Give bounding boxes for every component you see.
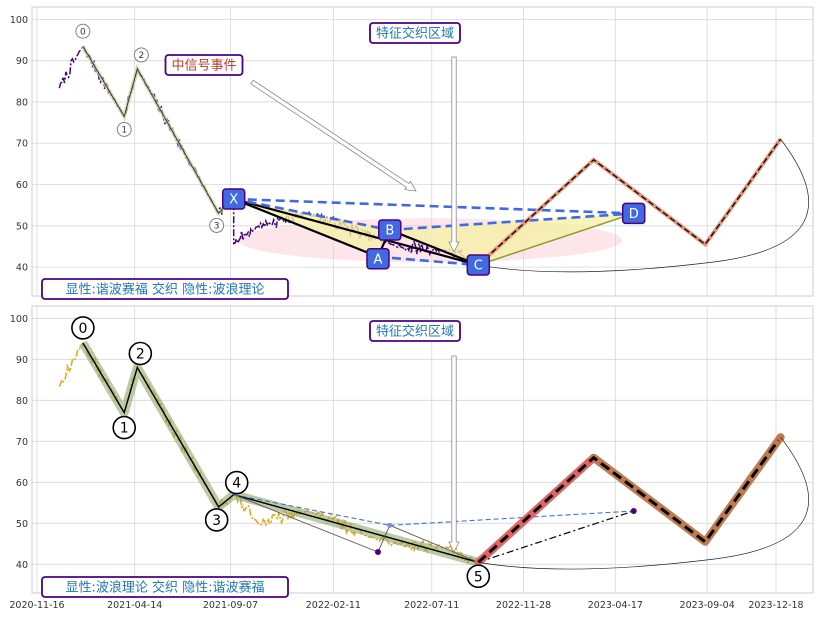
projection-arc bbox=[478, 436, 809, 570]
harmonic-leg bbox=[377, 525, 391, 553]
wave-point-marker bbox=[133, 47, 149, 63]
y-tick-label: 80 bbox=[16, 396, 28, 407]
harmonic-node-C bbox=[466, 254, 491, 276]
harmonic-leg bbox=[233, 494, 379, 553]
wave-point-label: 3 bbox=[214, 222, 220, 232]
signal-arrow bbox=[250, 79, 417, 192]
y-tick-label: 50 bbox=[16, 519, 28, 530]
x-tick-label: 2023-12-18 bbox=[748, 600, 803, 611]
projection-arc bbox=[478, 138, 809, 273]
harmonic-dashed-link bbox=[377, 255, 479, 267]
x-tick-label: 2020-11-16 bbox=[9, 600, 64, 611]
y-tick-label: 50 bbox=[16, 221, 28, 232]
x-tick-label: 2022-07-11 bbox=[404, 600, 459, 611]
wave-point-label: 5 bbox=[474, 569, 483, 585]
y-tick-label: 100 bbox=[10, 314, 28, 325]
harmonic-leg bbox=[233, 197, 479, 267]
y-tick-label: 70 bbox=[16, 139, 28, 150]
wave-point-marker bbox=[209, 217, 225, 233]
x-tick-label: 2023-09-04 bbox=[680, 600, 735, 611]
y-tick-label: 100 bbox=[10, 15, 28, 26]
wave-point-marker bbox=[204, 508, 229, 532]
x-tick-label: 2023-04-17 bbox=[588, 600, 643, 611]
harmonic-dashdot-link bbox=[478, 510, 634, 563]
wave-point-label: 1 bbox=[120, 421, 129, 437]
harmonic-leg bbox=[233, 197, 379, 258]
y-tick-label: 70 bbox=[16, 437, 28, 448]
harmonic-node-D bbox=[621, 202, 646, 225]
harmonic-node-label: C bbox=[474, 259, 483, 274]
wave-point-marker bbox=[224, 470, 249, 495]
signal-event-callout-box bbox=[164, 54, 244, 76]
y-tick-label: 80 bbox=[16, 97, 28, 108]
harmonic-marker bbox=[630, 508, 637, 514]
harmonic-node-B bbox=[378, 219, 402, 241]
harmonic-marker bbox=[387, 522, 393, 528]
zone-callout: 特征交织区域 bbox=[376, 26, 454, 42]
legend-callout: 显性:波浪理论 交织 隐性:谐波赛福 bbox=[65, 580, 264, 596]
x-tick-label: 2022-11-28 bbox=[496, 600, 551, 611]
wave-point-marker bbox=[71, 316, 95, 340]
projection-line bbox=[477, 138, 782, 266]
harmonic-node-X bbox=[221, 188, 246, 210]
zone-callout-box bbox=[369, 320, 461, 342]
signal-event-callout: 中信号事件 bbox=[171, 59, 236, 74]
harmonic-leg bbox=[389, 228, 479, 267]
projection-line bbox=[477, 436, 782, 564]
zone-arrow bbox=[448, 56, 460, 253]
x-tick-label: 2021-04-14 bbox=[107, 600, 162, 611]
harmonic-leg bbox=[389, 524, 479, 563]
wave-point-marker bbox=[112, 415, 137, 440]
wave-point-marker bbox=[128, 341, 153, 366]
harmonic-node-label: A bbox=[374, 252, 383, 267]
harmonic-dashed-link bbox=[233, 197, 391, 232]
harmonic-leg-cd bbox=[478, 212, 634, 266]
wave-point-marker bbox=[75, 23, 91, 39]
y-tick-label: 40 bbox=[16, 560, 28, 571]
wave-point-marker bbox=[116, 121, 132, 137]
harmonic-node-A bbox=[366, 248, 390, 270]
top-panel: 40 50 60 70 80 90 100 0 1 2 3 X AB C D 中信号事件 特征交织区域显性:谐波… bbox=[10, 6, 814, 300]
harmonic-marker bbox=[374, 549, 381, 555]
zone-callout-box bbox=[369, 22, 461, 44]
y-tick-label: 60 bbox=[16, 478, 28, 489]
wave-point-label: 3 bbox=[212, 513, 221, 529]
harmonic-dashed-link bbox=[389, 510, 634, 526]
legend-callout: 显性:谐波赛福 交织 隐性:波浪理论 bbox=[65, 282, 264, 298]
zone-callout: 特征交织区域 bbox=[376, 324, 454, 340]
x-tick-label: 2021-09-07 bbox=[203, 600, 258, 611]
y-tick-label: 60 bbox=[16, 180, 28, 191]
wave-point-marker bbox=[466, 564, 491, 589]
zone-arrow bbox=[448, 355, 460, 553]
wave-point-label: 1 bbox=[121, 126, 127, 136]
legend-callout-box bbox=[41, 278, 289, 300]
x-axis: 2020-11-16 2021-04-14 2021-09-07 2022-02-11… bbox=[9, 600, 803, 611]
harmonic-dashed-link bbox=[233, 494, 390, 526]
y-tick-label: 90 bbox=[16, 56, 28, 67]
wave-line bbox=[82, 342, 479, 563]
x-tick-label: 2022-02-11 bbox=[306, 600, 361, 611]
y-tick-label: 90 bbox=[16, 355, 28, 366]
wave-point-label: 4 bbox=[232, 476, 241, 492]
harmonic-dashed-link bbox=[233, 197, 634, 215]
wave-point-label: 0 bbox=[80, 28, 86, 38]
harmonic-dashed-link bbox=[389, 212, 634, 232]
harmonic-node-label: B bbox=[385, 223, 394, 238]
wave-point-label: 0 bbox=[78, 321, 87, 337]
y-tick-label: 40 bbox=[16, 263, 28, 274]
wave-point-label: 2 bbox=[136, 347, 145, 363]
wave-point-label: 2 bbox=[138, 51, 144, 61]
legend-callout-box bbox=[41, 576, 289, 598]
harmonic-node-label: D bbox=[629, 207, 639, 222]
harmonic-node-label: X bbox=[229, 192, 238, 207]
